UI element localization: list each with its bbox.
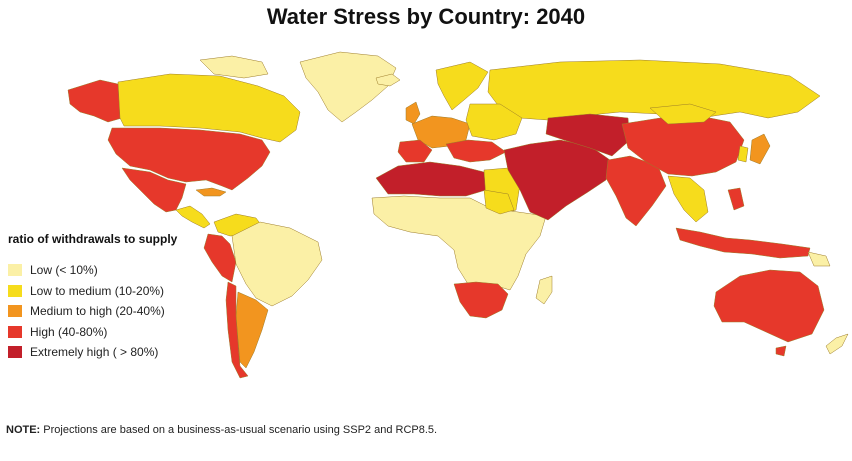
region-scandinavia bbox=[435, 61, 489, 111]
legend-swatch-low-to-medium bbox=[8, 284, 22, 297]
map-title: Water Stress by Country: 2040 bbox=[266, 4, 586, 29]
region-greenland bbox=[299, 51, 397, 123]
region-north-africa bbox=[375, 161, 487, 197]
region-alaska bbox=[67, 79, 123, 123]
region-canada bbox=[117, 73, 301, 143]
region-arctic-islands bbox=[199, 55, 269, 79]
note-label: NOTE: bbox=[6, 424, 41, 436]
note-text: Projections are based on a business-as-u… bbox=[40, 424, 438, 436]
legend-item-high: High (40-80%) bbox=[8, 322, 208, 343]
legend-swatch-extremely-high bbox=[8, 346, 22, 359]
region-usa bbox=[107, 127, 271, 191]
legend-label-low-to-medium: Low to medium (10-20%) bbox=[30, 283, 165, 298]
legend-swatch-low bbox=[8, 264, 22, 277]
legend-swatch-high bbox=[8, 325, 22, 338]
legend-label-medium-to-high: Medium to high (20-40%) bbox=[30, 304, 165, 319]
region-mediterranean-europe bbox=[445, 139, 507, 163]
legend-swatch-medium-to-high bbox=[8, 305, 22, 318]
legend-label-extremely-high: Extremely high ( > 80%) bbox=[30, 345, 159, 360]
footnote: NOTE: Projections are based on a busines… bbox=[6, 424, 437, 436]
map-legend: ratio of withdrawals to supply Low (< 10… bbox=[8, 232, 208, 363]
region-middle-east bbox=[503, 139, 611, 221]
region-tasmania bbox=[775, 345, 787, 357]
region-korea bbox=[737, 145, 749, 163]
region-south-asia bbox=[605, 155, 667, 227]
region-eastern-europe bbox=[465, 103, 523, 141]
region-mongolia bbox=[649, 103, 717, 125]
region-argentina bbox=[235, 291, 269, 369]
region-philippines bbox=[727, 187, 745, 211]
region-caribbean bbox=[195, 187, 227, 197]
region-sub-saharan-africa bbox=[371, 195, 547, 291]
region-brazil bbox=[231, 221, 323, 307]
region-papua bbox=[807, 251, 831, 267]
region-indonesia bbox=[675, 227, 811, 259]
region-peru bbox=[203, 233, 237, 283]
region-southern-africa bbox=[453, 281, 509, 319]
region-spain bbox=[397, 139, 433, 163]
legend-label-high: High (40-80%) bbox=[30, 324, 108, 339]
legend-item-medium-to-high: Medium to high (20-40%) bbox=[8, 301, 208, 322]
region-chile bbox=[225, 281, 249, 379]
legend-title: ratio of withdrawals to supply bbox=[8, 232, 178, 246]
region-southeast-asia bbox=[667, 175, 709, 223]
legend-item-extremely-high: Extremely high ( > 80%) bbox=[8, 342, 208, 363]
region-australia bbox=[713, 269, 825, 343]
region-uk bbox=[405, 101, 421, 125]
region-madagascar bbox=[535, 275, 553, 305]
region-central-asia bbox=[545, 113, 631, 157]
region-sahel bbox=[483, 189, 515, 215]
legend-item-low-to-medium: Low to medium (10-20%) bbox=[8, 281, 208, 302]
region-iceland bbox=[375, 73, 401, 87]
legend-item-low: Low (< 10%) bbox=[8, 260, 208, 281]
region-central-america bbox=[175, 205, 211, 229]
region-new-zealand bbox=[825, 333, 849, 355]
region-japan bbox=[749, 133, 771, 165]
legend-label-low: Low (< 10%) bbox=[30, 263, 98, 278]
